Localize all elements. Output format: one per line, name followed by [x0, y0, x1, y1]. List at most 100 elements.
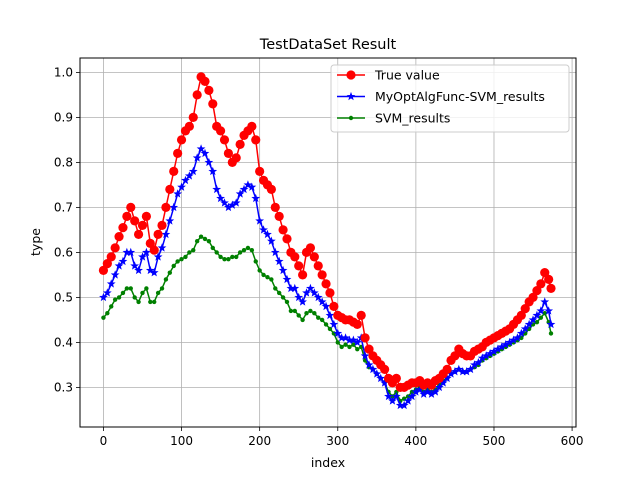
data-point	[493, 344, 503, 353]
data-point	[114, 261, 124, 270]
data-point	[319, 317, 325, 323]
data-point	[536, 279, 546, 289]
data-point	[423, 387, 432, 396]
data-point	[206, 238, 212, 244]
data-point	[251, 193, 261, 203]
legend-entry-label: MyOptAlgFunc-SVM_results	[375, 89, 545, 104]
data-point	[138, 252, 147, 261]
data-point	[458, 367, 468, 376]
data-point	[234, 254, 239, 260]
data-point	[505, 337, 514, 347]
data-point	[167, 270, 173, 275]
data-point	[282, 274, 292, 284]
data-point	[473, 358, 483, 367]
data-point	[223, 148, 234, 158]
data-point	[309, 288, 319, 297]
data-point	[230, 254, 235, 260]
data-point	[155, 290, 161, 296]
data-point	[477, 353, 487, 362]
data-point	[153, 229, 163, 239]
series-layer	[98, 72, 556, 410]
data-point	[152, 299, 157, 305]
data-point	[267, 236, 276, 245]
y-tick-label: 0.5	[54, 290, 73, 304]
data-point	[333, 328, 343, 338]
data-point	[181, 175, 190, 185]
data-point	[308, 308, 313, 314]
data-point	[220, 198, 229, 207]
data-point	[364, 360, 374, 369]
data-point	[520, 304, 530, 314]
data-point	[540, 268, 550, 278]
data-point	[419, 389, 429, 398]
data-point	[395, 400, 405, 410]
chart-title: TestDataSet Result	[259, 37, 397, 53]
data-point	[130, 216, 140, 226]
data-point	[171, 263, 176, 269]
data-point	[329, 301, 339, 311]
data-point	[194, 238, 200, 244]
data-point	[434, 382, 444, 392]
data-point	[534, 319, 540, 325]
data-point	[114, 232, 124, 242]
y-tick-label: 0.9	[54, 110, 73, 124]
data-point	[128, 286, 133, 291]
data-point	[546, 283, 556, 293]
data-point	[255, 216, 265, 225]
plot-frame	[79, 57, 577, 428]
data-point	[219, 135, 230, 145]
data-point	[173, 189, 183, 198]
data-point	[335, 340, 340, 345]
data-point	[442, 364, 452, 374]
data-point	[192, 90, 202, 100]
data-point	[231, 198, 241, 207]
data-point	[304, 310, 309, 316]
data-point	[204, 85, 214, 95]
data-point	[132, 295, 137, 300]
data-point	[278, 265, 288, 275]
data-point	[126, 202, 136, 212]
data-point	[532, 310, 542, 320]
data-point	[212, 184, 222, 194]
data-point	[224, 202, 233, 212]
data-point	[200, 148, 210, 158]
data-point	[184, 171, 194, 180]
x-tick-label: 300	[326, 434, 349, 448]
data-point	[347, 344, 352, 350]
data-point	[222, 256, 227, 262]
data-point	[145, 265, 155, 275]
x-tick-label: 600	[561, 434, 584, 448]
data-point	[360, 333, 370, 343]
data-point	[176, 135, 187, 145]
data-point	[130, 261, 140, 270]
data-point	[112, 297, 118, 302]
data-point	[133, 229, 144, 239]
data-point	[265, 274, 270, 280]
data-point	[509, 335, 518, 344]
data-point	[524, 319, 534, 329]
data-point	[313, 292, 323, 302]
data-point	[198, 234, 204, 239]
data-point	[169, 166, 179, 176]
data-point	[415, 385, 425, 394]
data-point	[141, 211, 151, 221]
data-point	[296, 313, 301, 318]
data-point	[105, 310, 110, 316]
data-point	[161, 229, 171, 239]
x-tick-label: 400	[404, 434, 427, 448]
data-point	[282, 234, 292, 244]
data-point	[140, 290, 145, 296]
data-point	[261, 272, 266, 278]
data-point	[165, 184, 175, 194]
data-point	[352, 319, 362, 329]
data-point	[208, 166, 218, 176]
data-point	[345, 335, 354, 344]
data-point	[106, 252, 116, 262]
data-point	[169, 202, 179, 212]
data-point	[109, 304, 114, 309]
data-point	[388, 396, 397, 405]
data-point	[102, 259, 112, 269]
data-point	[540, 297, 550, 306]
data-point	[290, 252, 300, 262]
series-1	[99, 144, 556, 410]
